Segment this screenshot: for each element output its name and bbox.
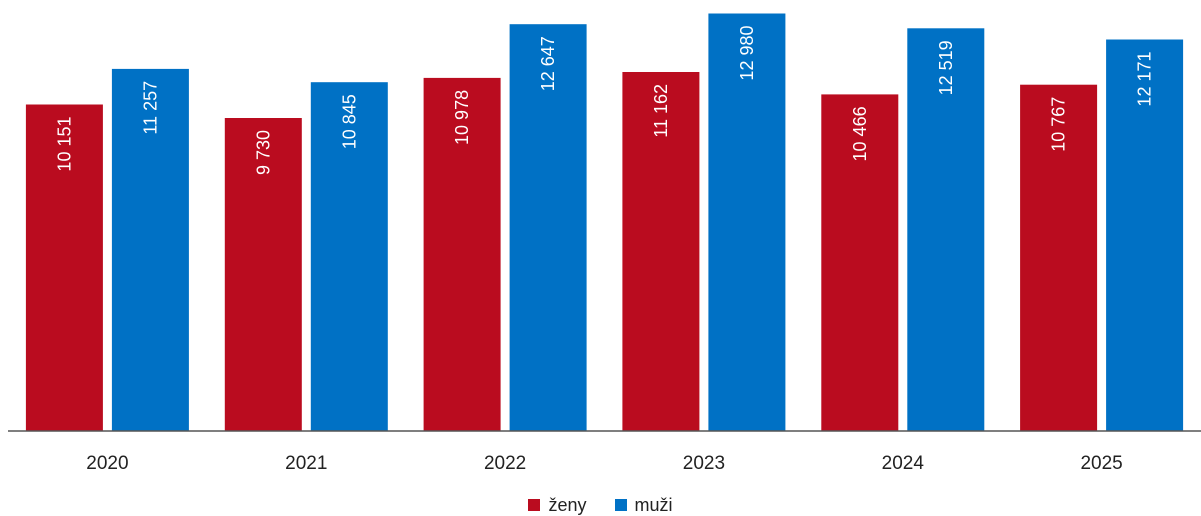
x-tick-label-2022: 2022 xyxy=(484,453,526,474)
legend-label-zeny: ženy xyxy=(548,494,587,515)
legend-item-muzi: muži xyxy=(614,494,673,516)
bar-chart: 10 151 11 257 9 730 10 845 10 978 12 647 11 16… xyxy=(8,13,1201,474)
bar-zeny-2023 xyxy=(622,72,700,431)
legend-label-muzi: muži xyxy=(634,494,673,515)
value-labels-group: 10 151 11 257 9 730 10 845 10 978 12 647 11 16… xyxy=(54,26,1154,176)
value-label-zeny-2022: 10 978 xyxy=(452,90,472,145)
bar-muzi-2024 xyxy=(907,28,985,432)
x-tick-label-2020: 2020 xyxy=(86,453,128,474)
value-label-muzi-2023: 12 980 xyxy=(737,26,757,81)
value-label-muzi-2021: 10 845 xyxy=(339,94,359,149)
legend-swatch-zeny xyxy=(528,499,541,511)
value-label-zeny-2020: 10 151 xyxy=(54,117,74,172)
x-tick-label-2024: 2024 xyxy=(882,453,925,474)
x-tick-labels-group: 2020 2021 2022 2023 2024 2025 xyxy=(86,453,1122,474)
value-label-zeny-2025: 10 767 xyxy=(1049,97,1069,152)
bar-muzi-2022 xyxy=(509,24,587,431)
value-label-zeny-2024: 10 466 xyxy=(850,106,870,161)
x-tick-label-2025: 2025 xyxy=(1080,453,1122,474)
bar-zeny-2024 xyxy=(821,94,899,432)
value-label-zeny-2023: 11 162 xyxy=(651,84,671,138)
bar-zeny-2021 xyxy=(224,118,302,431)
bar-zeny-2022 xyxy=(423,77,501,432)
bar-muzi-2020 xyxy=(111,68,189,432)
value-label-muzi-2022: 12 647 xyxy=(538,36,558,91)
bar-zeny-2020 xyxy=(25,104,103,431)
x-tick-label-2021: 2021 xyxy=(285,453,327,474)
bar-muzi-2021 xyxy=(310,82,388,431)
value-label-muzi-2024: 12 519 xyxy=(936,40,956,95)
bar-muzi-2025 xyxy=(1106,39,1184,431)
bar-muzi-2023 xyxy=(708,13,786,431)
legend: ženy muži xyxy=(0,494,1201,516)
value-label-muzi-2025: 12 171 xyxy=(1135,52,1155,107)
value-label-muzi-2020: 11 257 xyxy=(140,81,160,135)
legend-item-zeny: ženy xyxy=(528,494,587,516)
x-tick-label-2023: 2023 xyxy=(683,453,725,474)
value-label-zeny-2021: 9 730 xyxy=(253,130,273,175)
legend-swatch-muzi xyxy=(614,499,627,511)
bars-group xyxy=(25,13,1184,432)
bar-zeny-2025 xyxy=(1020,84,1098,431)
